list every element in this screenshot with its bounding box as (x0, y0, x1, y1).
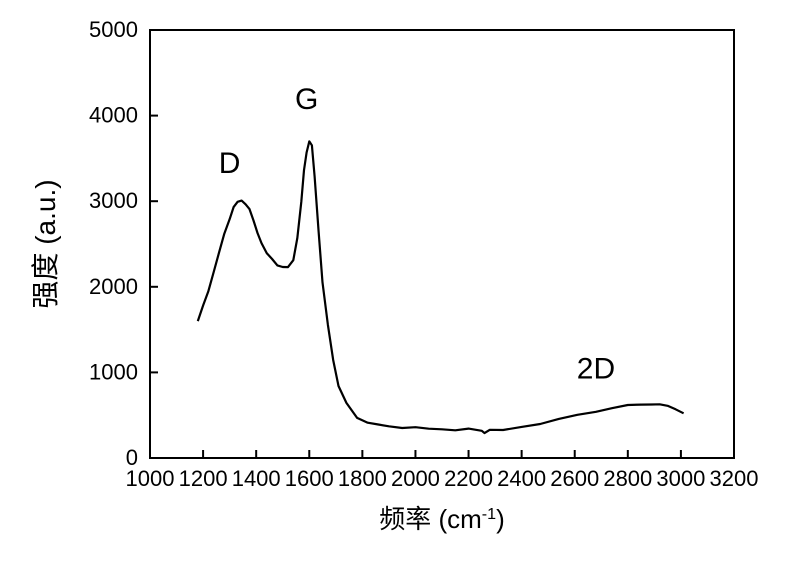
y-axis-ticks: 0 1000 2000 3000 4000 5000 (89, 17, 158, 470)
x-tick-label: 2000 (391, 466, 440, 491)
peak-label: G (295, 83, 318, 116)
chart-container: 1000120014001600180020002200240026002800… (0, 0, 793, 577)
y-tick-label: 1000 (89, 359, 138, 384)
x-tick-label: 3200 (710, 466, 759, 491)
x-tick-label: 1400 (232, 466, 281, 491)
raman-spectrum-chart: 1000120014001600180020002200240026002800… (0, 0, 793, 577)
y-axis-label: 强度 (a.u.) (30, 179, 61, 308)
y-tick-label: 4000 (89, 103, 138, 128)
peak-labels: D G 2D (219, 83, 615, 386)
peak-label: 2D (577, 352, 615, 385)
x-tick-label: 3000 (656, 466, 705, 491)
plot-border (150, 30, 734, 458)
x-tick-label: 2800 (603, 466, 652, 491)
y-tick-label: 3000 (89, 188, 138, 213)
x-tick-label: 1200 (179, 466, 228, 491)
x-tick-label: 1600 (285, 466, 334, 491)
x-tick-label: 2200 (444, 466, 493, 491)
y-tick-label: 5000 (89, 17, 138, 42)
x-tick-label: 2600 (550, 466, 599, 491)
spectrum-line (198, 141, 684, 433)
x-tick-label: 1800 (338, 466, 387, 491)
peak-label: D (219, 147, 241, 180)
y-tick-label: 0 (126, 445, 138, 470)
x-axis-label: 频率 (cm-1) (379, 504, 505, 534)
x-tick-label: 2400 (497, 466, 546, 491)
y-tick-label: 2000 (89, 274, 138, 299)
x-axis-ticks: 1000120014001600180020002200240026002800… (126, 450, 759, 491)
